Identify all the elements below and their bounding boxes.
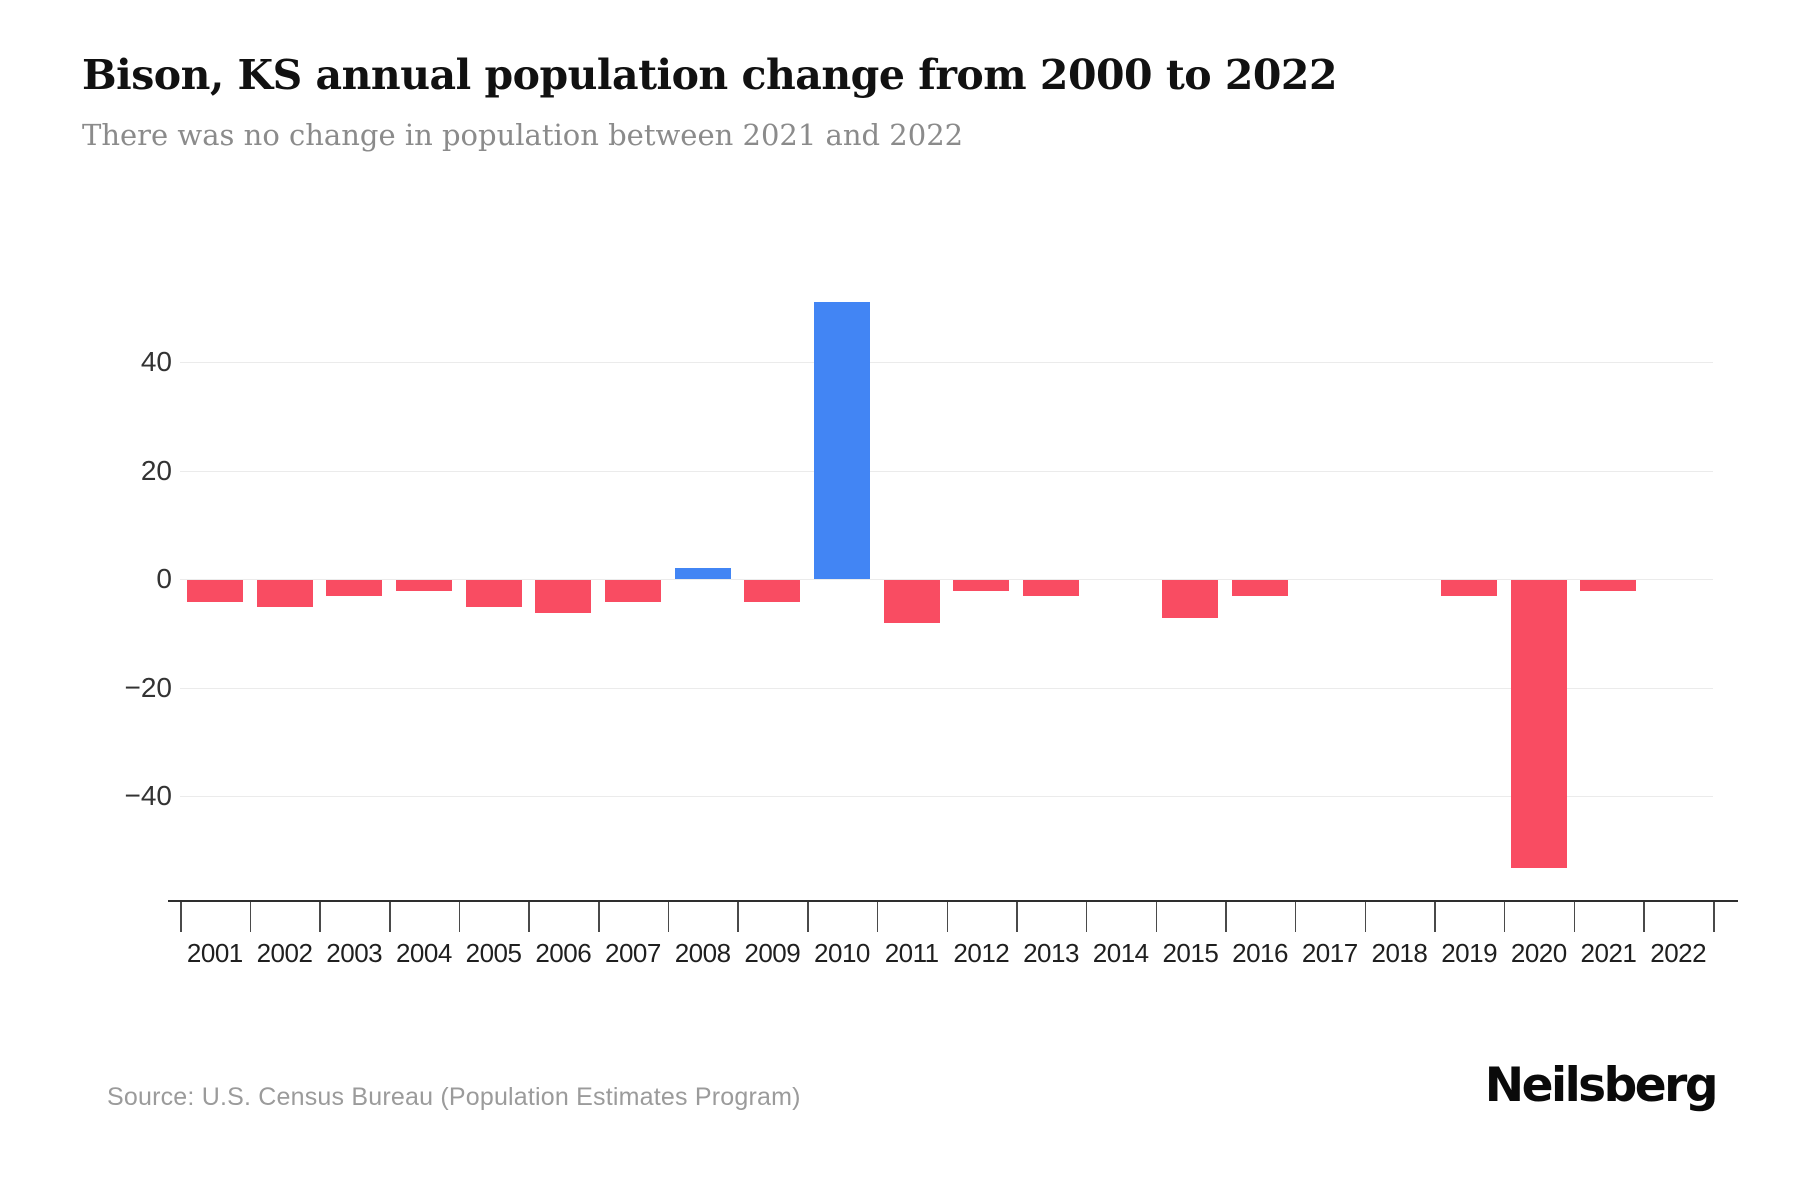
bar-2013[interactable] <box>1023 580 1080 597</box>
chart-subtitle: There was no change in population betwee… <box>82 118 964 152</box>
bar-2003[interactable] <box>326 580 383 597</box>
x-axis-label-2010: 2010 <box>814 938 870 968</box>
x-axis-label-2017: 2017 <box>1301 938 1358 968</box>
x-axis-label-2011: 2011 <box>884 938 939 968</box>
x-axis-tick <box>667 902 670 932</box>
bar-2016[interactable] <box>1232 580 1289 597</box>
x-axis-label-2006: 2006 <box>535 938 592 968</box>
bar-2019[interactable] <box>1441 580 1498 597</box>
gridline-y-40 <box>180 362 1713 363</box>
x-axis-tick <box>249 902 252 932</box>
bar-2004[interactable] <box>395 580 452 591</box>
x-axis-tick <box>1573 902 1576 932</box>
bar-2006[interactable] <box>535 580 592 613</box>
bar-2002[interactable] <box>256 580 313 608</box>
y-axis-label-20: 20 <box>140 454 172 486</box>
x-axis-line <box>168 900 1738 902</box>
x-axis-label-2001: 2001 <box>186 938 243 968</box>
x-axis-label-2021: 2021 <box>1580 938 1637 968</box>
x-axis-tick <box>1713 902 1715 932</box>
x-axis-tick <box>528 902 530 932</box>
bar-2011[interactable] <box>883 580 940 624</box>
x-axis-tick <box>1155 902 1158 932</box>
bar-2010[interactable] <box>813 302 870 579</box>
gridline-y-0 <box>180 579 1713 580</box>
bar-2005[interactable] <box>465 580 522 608</box>
bar-2015[interactable] <box>1162 580 1219 618</box>
x-axis-label-2016: 2016 <box>1232 938 1288 968</box>
x-axis-label-2002: 2002 <box>256 938 313 968</box>
x-axis-label-2005: 2005 <box>465 938 522 968</box>
x-axis-label-2015: 2015 <box>1162 938 1219 968</box>
x-axis-tick <box>737 902 739 932</box>
x-axis-tick <box>1643 902 1645 932</box>
y-axis-label-40: 40 <box>140 346 172 377</box>
bar-2009[interactable] <box>744 580 801 602</box>
x-axis-tick <box>1294 902 1297 932</box>
gridline-y--20 <box>180 687 1713 689</box>
y-axis-label--20: −20 <box>124 671 173 703</box>
x-axis-label-2012: 2012 <box>953 938 1010 968</box>
x-axis-label-2020: 2020 <box>1510 938 1567 968</box>
bar-2001[interactable] <box>186 580 243 602</box>
x-axis-label-2014: 2014 <box>1092 938 1149 968</box>
x-axis-tick <box>946 902 948 932</box>
bar-2012[interactable] <box>953 580 1010 591</box>
x-axis-label-2007: 2007 <box>605 938 661 968</box>
x-axis-tick <box>807 902 809 932</box>
x-axis-tick <box>1225 902 1227 932</box>
x-axis-tick <box>389 902 391 932</box>
x-axis-tick <box>180 902 182 932</box>
x-axis-label-2022: 2022 <box>1650 938 1707 968</box>
y-axis-label-0: 0 <box>156 563 172 594</box>
y-axis-label--40: −40 <box>124 780 173 811</box>
x-axis-tick <box>1434 902 1436 932</box>
x-axis-tick <box>319 902 321 932</box>
gridline-y-20 <box>180 470 1713 472</box>
x-axis-tick <box>876 902 879 932</box>
chart-title: Bison, KS annual population change from … <box>82 51 1338 99</box>
x-axis-tick <box>1503 902 1506 932</box>
x-axis-label-2013: 2013 <box>1023 938 1079 968</box>
x-axis-label-2008: 2008 <box>674 938 731 968</box>
source-note: Source: U.S. Census Bureau (Population E… <box>107 1083 801 1111</box>
x-axis-label-2009: 2009 <box>744 938 801 968</box>
bar-2007[interactable] <box>604 580 661 602</box>
gridline-y--40 <box>180 796 1713 797</box>
bar-2020[interactable] <box>1510 580 1567 868</box>
bar-2008[interactable] <box>674 568 731 579</box>
x-axis-tick <box>458 902 461 932</box>
bar-2021[interactable] <box>1580 580 1637 591</box>
x-axis-tick <box>1016 902 1018 932</box>
x-axis-tick <box>1085 902 1088 932</box>
x-axis-label-2019: 2019 <box>1441 938 1498 968</box>
x-axis-tick <box>598 902 600 932</box>
x-axis-label-2018: 2018 <box>1371 938 1428 968</box>
x-axis-tick <box>1364 902 1367 932</box>
x-axis-label-2003: 2003 <box>326 938 383 968</box>
x-axis-label-2004: 2004 <box>395 938 452 968</box>
brand-logo: Neilsberg <box>1484 1058 1719 1113</box>
